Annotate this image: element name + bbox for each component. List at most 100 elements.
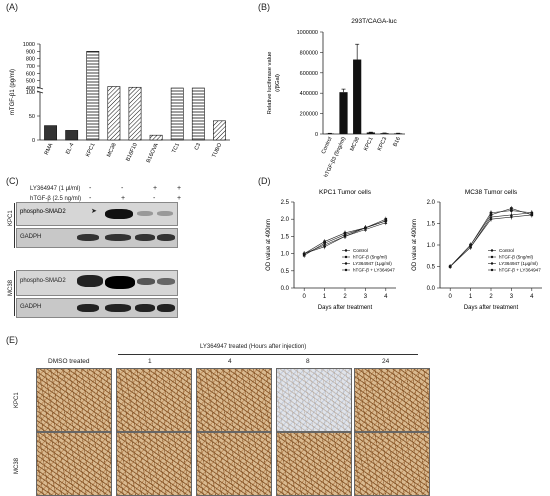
y-axis-label: OD value at 490nm [412, 219, 418, 271]
x-tick-label: 3 [364, 294, 368, 300]
x-tick-label: KPC1 [363, 136, 375, 152]
x-tick-label: KPC3 [377, 136, 389, 152]
ihc-tile [196, 432, 272, 496]
blot-mc38-phospho-smad2: phospho-SMAD2 ➤ [16, 270, 178, 296]
blot-row-label: phospho-SMAD2 [20, 209, 66, 215]
treatment-sign: + [177, 185, 182, 192]
bar [380, 133, 389, 134]
blot-mc38-gadph: GADPH [16, 298, 178, 318]
blot-kpc1-gadph: GADPH [16, 228, 178, 248]
y-tick-label: 0.0 [427, 286, 436, 292]
ihc-row-label: KPC1 [14, 392, 20, 408]
y-tick-label: 700 [26, 64, 35, 70]
y-tick-label: 1000 [23, 42, 35, 48]
ihc-col-label: 24 [382, 358, 390, 365]
ihc-col-label: 4 [228, 358, 232, 365]
chart-d-mc38: MC38 Tumor cells 0.0 0.5 1.0 1.5 2.0 0 1 2 3 4 Days… [412, 189, 542, 311]
ihc-tile [276, 368, 352, 432]
panel-label-c: (C) [6, 176, 19, 186]
y-tick-label: 2.0 [281, 217, 290, 223]
legend-entry: LY364947 (1μg/ml) [499, 261, 538, 266]
bar [394, 133, 403, 134]
bar [191, 87, 205, 141]
bar [170, 87, 184, 141]
treatment-sign: - [89, 195, 92, 202]
chart-title: 293T/CAGA-luc [351, 18, 397, 25]
x-tick-label: B16OVA [146, 142, 160, 164]
x-tick-label: EL-4 [65, 142, 75, 155]
y-tick-label: 400000 [300, 91, 318, 97]
legend-entry: Control [499, 248, 514, 253]
y-axis-label: OD value at 490nm [266, 219, 272, 271]
arrow-icon: ➤ [91, 208, 97, 215]
y-axis-label: (/βGal) [275, 74, 281, 92]
y-tick-label: 1.5 [281, 234, 290, 240]
blot-row-label: phospho-SMAD2 [20, 278, 66, 284]
bar [128, 86, 142, 141]
x-tick-label: MC38 [106, 142, 118, 158]
x-tick-label: TC1 [171, 142, 181, 154]
y-tick-label: 800000 [300, 50, 318, 56]
ihc-col-label: 1 [148, 358, 152, 365]
bar [65, 130, 79, 141]
treatment-sign: - [153, 195, 156, 202]
panel-label-b: (B) [258, 2, 270, 12]
ihc-row-label: MC38 [14, 457, 20, 474]
y-tick-label: 800 [26, 57, 35, 63]
x-tick-label: 1 [469, 294, 473, 300]
blot-kpc1-phospho-smad2: phospho-SMAD2 ➤ [16, 202, 178, 226]
bar [353, 59, 362, 134]
x-tick-label: 1 [323, 294, 327, 300]
chart-b: 293T/CAGA-luc 0 200000 400000 600000 800000 10… [267, 18, 405, 177]
ihc-tile [36, 368, 112, 432]
ihc-tile [354, 368, 430, 432]
y-axis-label: mTGF-β1 (pg/ml) [10, 69, 16, 115]
y-tick-label: 600000 [300, 71, 318, 77]
y-tick-label: 1.0 [281, 252, 290, 258]
bar [149, 134, 163, 141]
treatment-sign: + [153, 185, 158, 192]
ihc-tile [36, 432, 112, 496]
x-axis-label: Days after treatment [318, 305, 373, 311]
y-tick-label: 1000000 [297, 30, 318, 36]
ihc-tile [196, 368, 272, 432]
treatment-sign: + [121, 195, 126, 202]
legend-entry: LY364947 (1μg/ml) [353, 261, 392, 266]
y-axis-label: Relative luciferase value [267, 52, 273, 115]
ihc-header: LY364947 treated (Hours after injection) [200, 344, 307, 350]
chart-d-kpc1: KPC1 Tumor cells 0.0 0.5 1.0 1.5 2.0 2.5 0 1 2 3 4 D… [266, 189, 396, 311]
x-tick-label: TUBO [211, 142, 223, 159]
blot-row-label: GADPH [20, 304, 42, 310]
y-tick-label: 600 [26, 71, 35, 77]
bar [339, 92, 348, 134]
bar [213, 120, 226, 141]
x-tick-label: 3 [510, 294, 514, 300]
x-tick-label: 4 [384, 294, 388, 300]
x-tick-label: MC38 [349, 136, 361, 152]
panel-label-e: (E) [6, 335, 18, 345]
y-tick-label: 0.5 [427, 265, 436, 271]
ihc-tile [276, 432, 352, 496]
ihc-panel: LY364947 treated (Hours after injection)… [0, 340, 550, 496]
y-tick-label: 50 [29, 114, 35, 120]
x-tick-label: 0 [449, 294, 453, 300]
x-tick-label: Control [321, 136, 334, 155]
y-tick-label: 0.0 [281, 286, 290, 292]
ihc-tile [116, 368, 192, 432]
y-tick-label: 500 [26, 79, 35, 85]
chart-title: MC38 Tumor cells [465, 189, 518, 196]
bar [44, 125, 57, 141]
ihc-col-label: 8 [306, 358, 310, 365]
y-tick-label: 400 [26, 86, 35, 92]
treatment-label: hTGF-β (2.5 ng/ml) [30, 196, 82, 202]
y-tick-label: 2.5 [281, 200, 290, 206]
x-tick-label: C3 [194, 142, 202, 151]
bar [107, 86, 121, 141]
y-tick-label: 2.0 [427, 200, 436, 206]
bar [325, 133, 334, 134]
x-tick-label: B16 [392, 136, 402, 147]
y-tick-label: 1.5 [427, 222, 436, 228]
treatment-sign: - [121, 185, 124, 192]
x-tick-label: 0 [303, 294, 307, 300]
western-blot-panel: LY364947 (1 μl/ml) - - + + hTGF-β (2.5 ng/ml)… [0, 185, 258, 336]
